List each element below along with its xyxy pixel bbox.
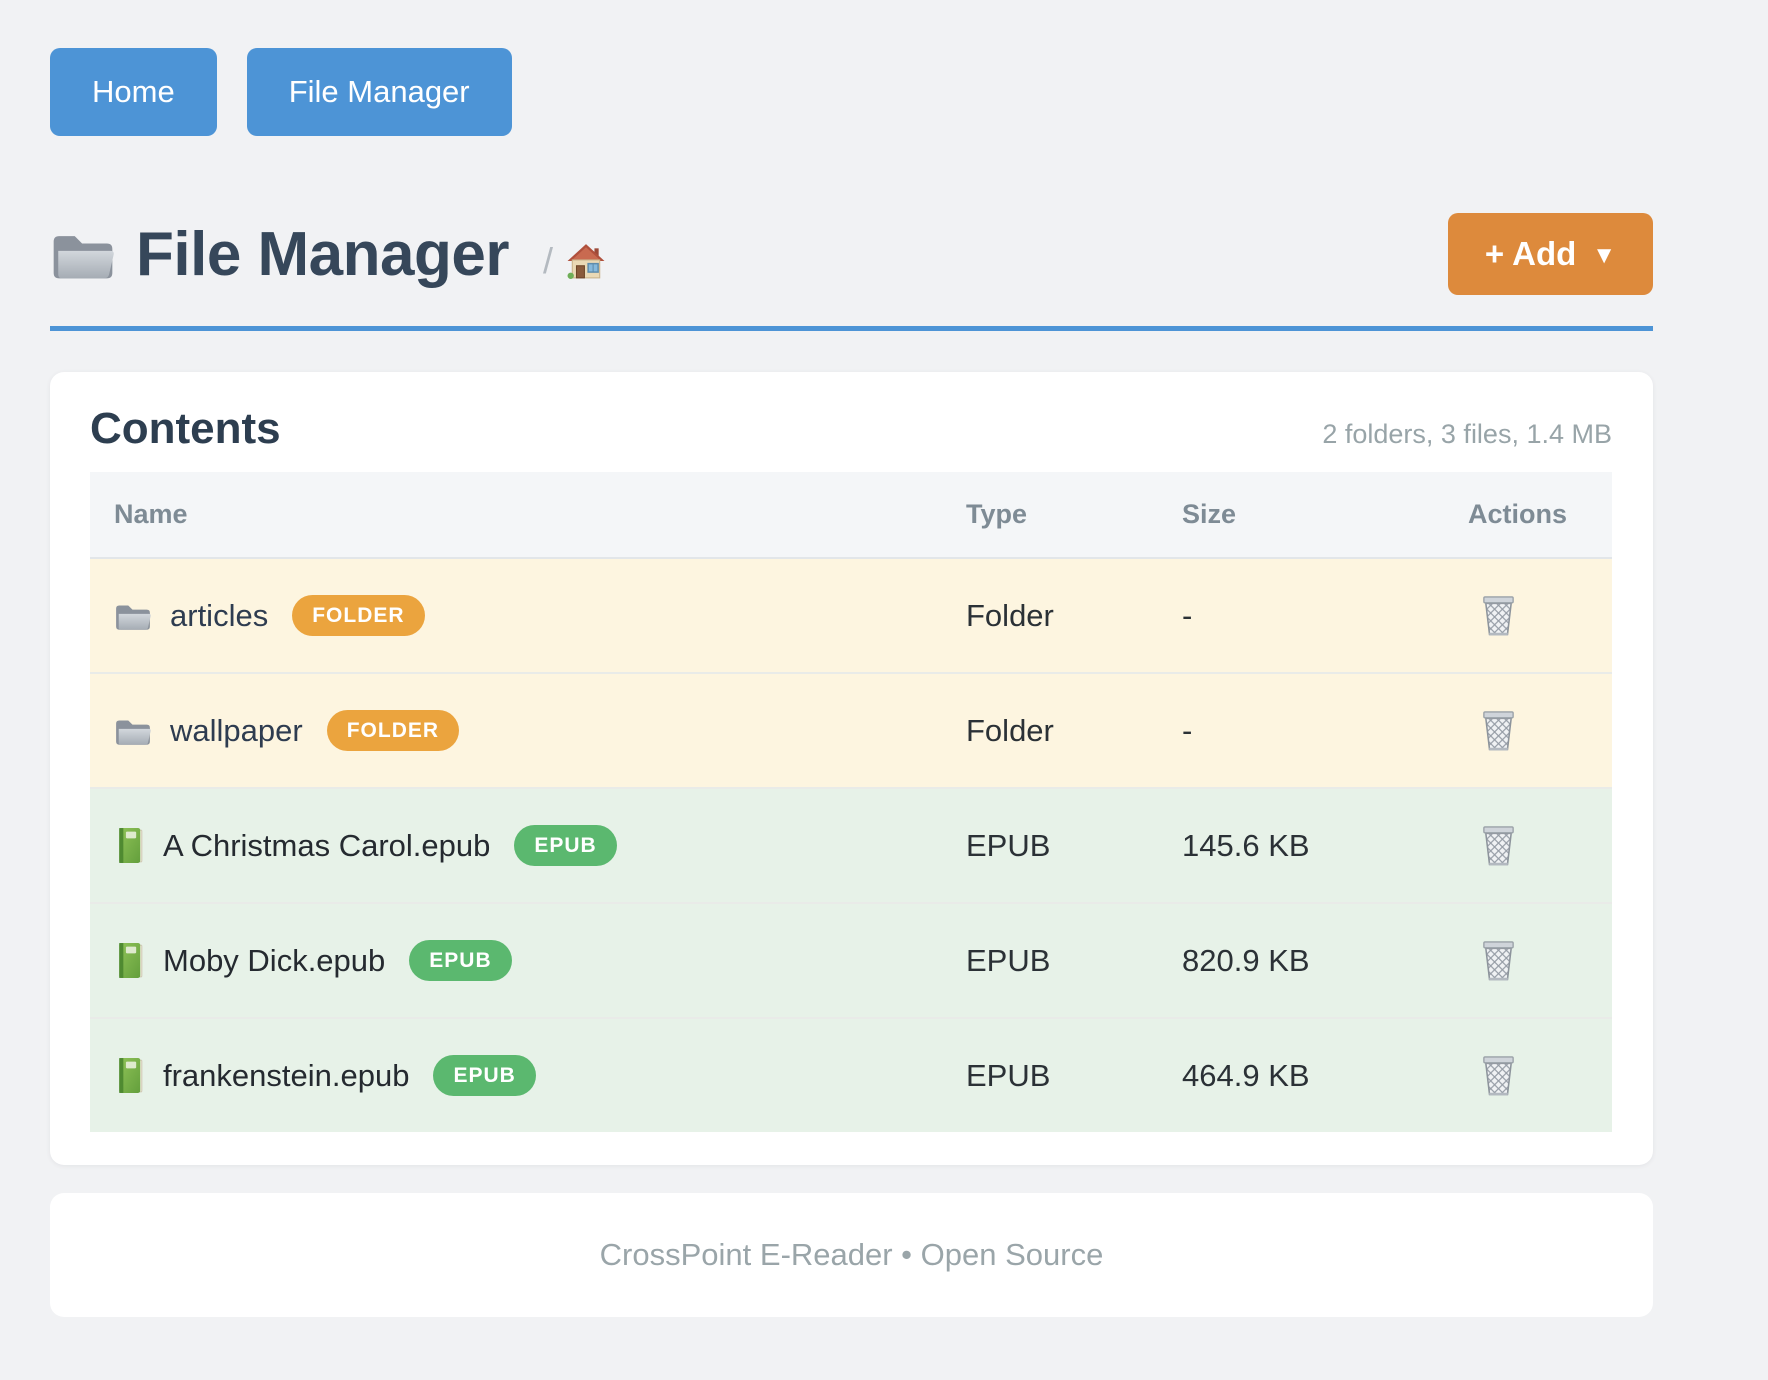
size-cell: - [1182, 597, 1193, 633]
green-book-icon [114, 826, 145, 865]
trash-icon [1479, 938, 1518, 983]
table-row: A Christmas Carol.epub EPUB EPUB 145.6 K… [90, 789, 1612, 904]
file-name[interactable]: Moby Dick.epub [163, 942, 386, 978]
add-button-label: + Add [1484, 235, 1577, 272]
delete-button[interactable] [1479, 823, 1518, 868]
actions-cell [1444, 823, 1612, 868]
column-header-actions: Actions [1468, 499, 1568, 529]
delete-button[interactable] [1479, 593, 1518, 638]
contents-summary: 2 folders, 3 files, 1.4 MB [1322, 419, 1612, 449]
open-folder-icon [50, 227, 116, 282]
trash-icon [1479, 823, 1518, 868]
page-footer: CrossPoint E-Reader • Open Source [50, 1193, 1653, 1317]
table-body: articles FOLDER Folder - [90, 559, 1612, 1132]
actions-cell [1444, 593, 1612, 638]
size-cell: 820.9 KB [1182, 942, 1310, 978]
home-button[interactable]: Home [50, 48, 217, 136]
type-cell: Folder [966, 597, 1054, 633]
file-name[interactable]: A Christmas Carol.epub [163, 827, 491, 863]
file-name[interactable]: frankenstein.epub [163, 1057, 410, 1093]
file-manager-button[interactable]: File Manager [246, 48, 512, 136]
delete-button[interactable] [1479, 1053, 1518, 1098]
folder-icon [114, 715, 152, 747]
card-title: Contents [90, 404, 281, 453]
type-cell: EPUB [966, 827, 1051, 863]
size-cell: 145.6 KB [1182, 827, 1310, 863]
table-row: Moby Dick.epub EPUB EPUB 820.9 KB [90, 904, 1612, 1019]
file-table: Name Type Size Actions [90, 472, 1612, 1132]
actions-cell [1444, 708, 1612, 753]
caret-down-icon: ▼ [1592, 242, 1617, 269]
add-button[interactable]: + Add ▼ [1448, 213, 1653, 295]
home-icon[interactable] [567, 243, 605, 279]
table-row: articles FOLDER Folder - [90, 559, 1612, 674]
trash-icon [1479, 708, 1518, 753]
type-badge: EPUB [433, 1055, 536, 1096]
type-badge: EPUB [514, 825, 617, 866]
name-cell[interactable]: Moby Dick.epub EPUB [90, 940, 942, 981]
delete-button[interactable] [1479, 708, 1518, 753]
delete-button[interactable] [1479, 938, 1518, 983]
table-row: frankenstein.epub EPUB EPUB 464.9 KB [90, 1019, 1612, 1132]
column-header-type: Type [966, 499, 1028, 529]
type-badge: EPUB [409, 940, 512, 981]
green-book-icon [114, 1056, 145, 1095]
column-header-name: Name [114, 499, 188, 529]
actions-cell [1444, 1053, 1612, 1098]
name-cell[interactable]: frankenstein.epub EPUB [90, 1055, 942, 1096]
contents-card: Contents 2 folders, 3 files, 1.4 MB Name… [50, 372, 1653, 1165]
green-book-icon [114, 941, 145, 980]
column-header-size: Size [1182, 499, 1237, 529]
size-cell: - [1182, 712, 1193, 748]
type-cell: EPUB [966, 1057, 1051, 1093]
trash-icon [1479, 1053, 1518, 1098]
page-title: File Manager [136, 219, 510, 289]
file-name[interactable]: articles [170, 597, 269, 633]
trash-icon [1479, 593, 1518, 638]
type-cell: Folder [966, 712, 1054, 748]
top-nav: Home File Manager [50, 48, 512, 136]
table-row: wallpaper FOLDER Folder - [90, 674, 1612, 789]
name-cell[interactable]: wallpaper FOLDER [90, 710, 942, 751]
type-badge: FOLDER [292, 595, 425, 636]
name-cell[interactable]: articles FOLDER [90, 595, 942, 636]
footer-text: CrossPoint E-Reader • Open Source [599, 1237, 1104, 1272]
breadcrumb-separator: / [543, 240, 554, 281]
type-badge: FOLDER [326, 710, 460, 751]
file-name[interactable]: wallpaper [170, 712, 303, 748]
folder-icon [114, 600, 152, 632]
name-cell[interactable]: A Christmas Carol.epub EPUB [90, 825, 942, 866]
title-underline [50, 326, 1653, 331]
breadcrumb: / [543, 240, 605, 282]
type-cell: EPUB [966, 942, 1051, 978]
page-header: File Manager / + Add ▼ [50, 200, 1653, 308]
table-header-row: Name Type Size Actions [90, 472, 1612, 559]
size-cell: 464.9 KB [1182, 1057, 1310, 1093]
actions-cell [1444, 938, 1612, 983]
